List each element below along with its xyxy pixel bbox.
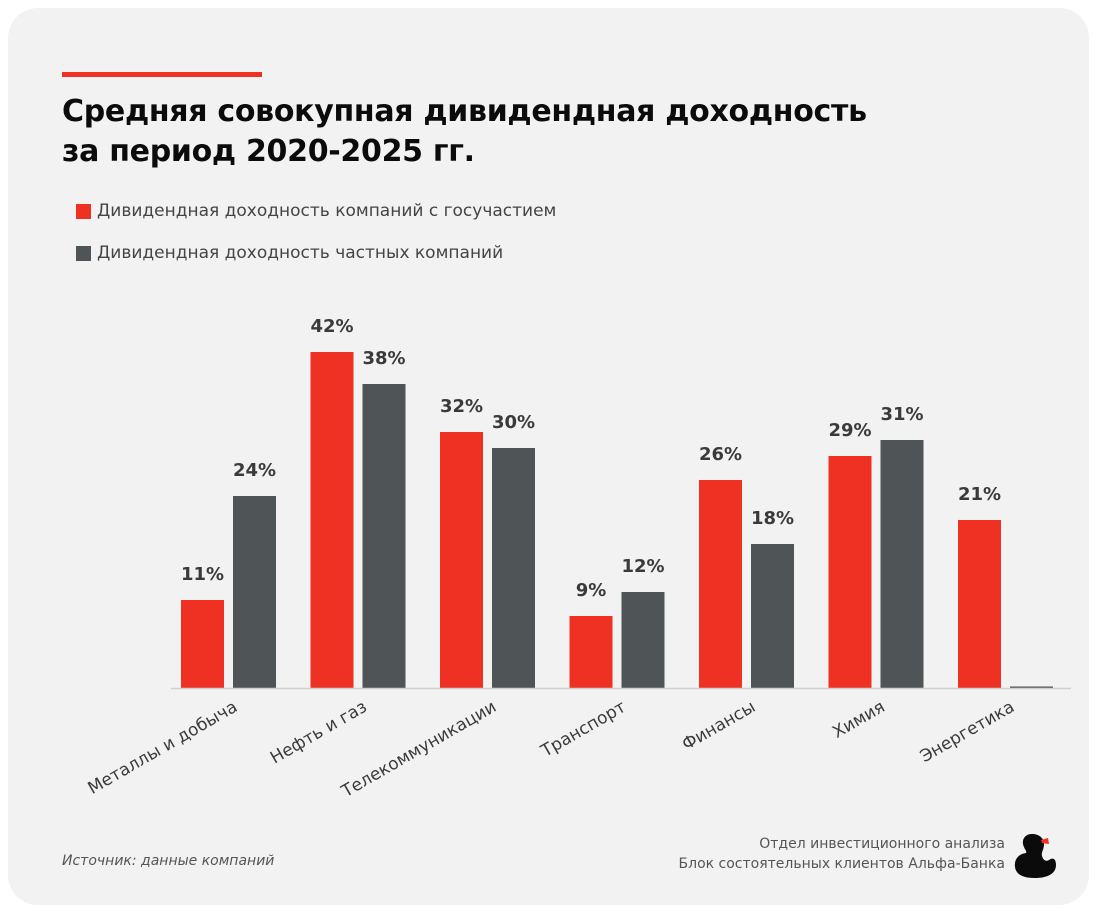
legend-swatch-private <box>76 245 91 261</box>
data-label-state-5: 29% <box>828 420 871 441</box>
data-label-private-1: 38% <box>362 348 405 369</box>
bar-state-0 <box>181 600 224 688</box>
data-label-state-3: 9% <box>576 580 607 601</box>
category-label-5: Химия <box>829 697 888 743</box>
bar-state-3 <box>569 616 613 688</box>
bar-private-3 <box>621 592 665 688</box>
bar-chart: 11% 24% Металлы и добыча 42% 38% Нефть и газ 3… <box>85 316 1071 802</box>
bar-private-4 <box>751 544 794 688</box>
data-label-state-0: 11% <box>181 564 224 585</box>
bar-state-1 <box>310 352 354 688</box>
credit-line-1: Отдел инвестиционного анализа <box>759 836 1005 852</box>
data-label-state-6: 21% <box>958 484 1001 505</box>
bar-state-4 <box>699 480 742 688</box>
legend-label-private: Дивидендная доходность частных компаний <box>97 243 504 263</box>
data-label-state-4: 26% <box>699 444 742 465</box>
category-label-6: Энергетика <box>917 697 1018 767</box>
category-label-3: Транспорт <box>537 697 630 762</box>
legend-item-state: Дивидендная доходность компаний с госуча… <box>76 200 556 222</box>
bar-state-2 <box>440 432 483 688</box>
bar-private-1 <box>362 384 406 688</box>
bar-state-6 <box>958 520 1001 688</box>
legend-item-private: Дивидендная доходность частных компаний <box>76 242 556 264</box>
category-label-1: Нефть и газ <box>267 697 370 768</box>
bar-private-2 <box>492 448 535 688</box>
accent-line <box>62 72 262 77</box>
data-label-private-2: 30% <box>492 412 535 433</box>
title-line-2: за период 2020-2025 гг. <box>62 134 475 169</box>
bar-private-6 <box>1010 686 1053 688</box>
category-label-4: Финансы <box>679 697 759 755</box>
title-line-1: Средняя совокупная дивидендная доходност… <box>62 94 867 129</box>
legend-swatch-state <box>76 203 91 219</box>
data-label-private-4: 18% <box>751 508 794 529</box>
data-label-state-2: 32% <box>440 396 483 417</box>
legend: Дивидендная доходность компаний с госуча… <box>76 200 556 284</box>
data-label-state-1: 42% <box>310 316 353 337</box>
credit-block: Отдел инвестиционного анализа Блок состо… <box>679 834 1005 874</box>
legend-label-state: Дивидендная доходность компаний с госуча… <box>97 201 557 221</box>
data-label-private-3: 12% <box>621 556 664 577</box>
category-label-0: Металлы и добыча <box>85 697 241 799</box>
duck-icon <box>1014 834 1056 878</box>
bar-private-0 <box>233 496 276 688</box>
credit-line-2: Блок состоятельных клиентов Альфа-Банка <box>678 856 1005 872</box>
bar-private-5 <box>880 440 924 688</box>
data-label-private-5: 31% <box>880 404 923 425</box>
data-label-private-0: 24% <box>233 460 276 481</box>
chart-title: Средняя совокупная дивидендная доходност… <box>62 92 962 172</box>
bar-state-5 <box>828 456 872 688</box>
chart-card: Средняя совокупная дивидендная доходност… <box>8 8 1089 905</box>
source-note: Источник: данные компаний <box>62 853 275 869</box>
